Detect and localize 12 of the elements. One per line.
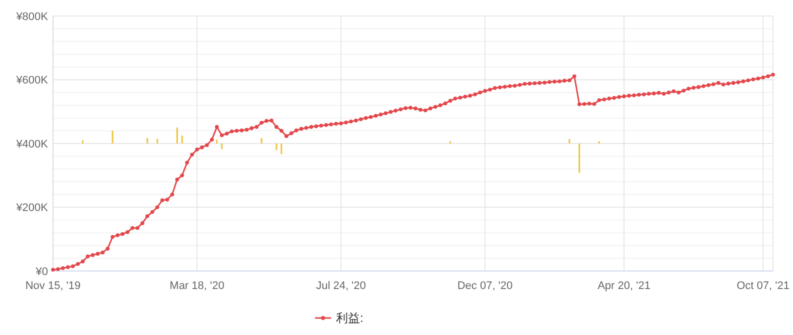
x-tick-label: Nov 15, '19 [25,280,81,292]
y-tick-label: ¥800K [15,10,49,23]
x-tick-label: Dec 07, '20 [457,280,513,292]
x-tick-label: Oct 07, '21 [736,280,790,292]
y-tick-label: ¥400K [15,138,49,150]
x-tick-label: Apr 20, '21 [598,280,650,292]
y-tick-label: ¥200K [15,202,49,214]
x-tick-label: Mar 18, '20 [170,280,224,292]
y-tick-label: ¥0 [34,266,48,278]
legend-label: 利益: [336,311,364,326]
y-tick-label: ¥600K [15,74,49,87]
x-tick-label: Jul 24, '20 [316,280,366,292]
